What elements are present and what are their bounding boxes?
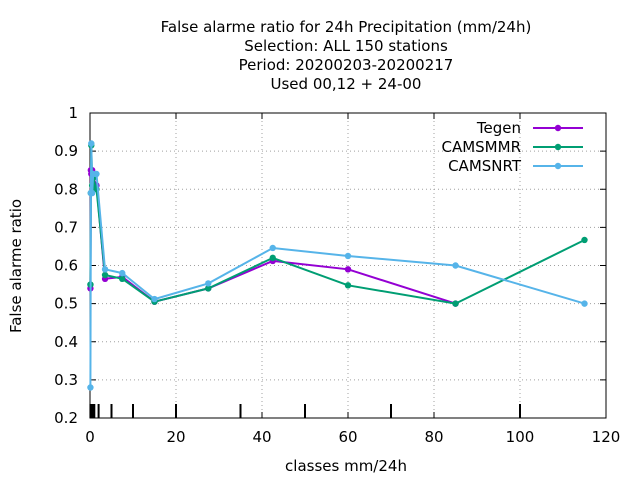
data-point xyxy=(101,266,109,273)
data-point xyxy=(119,275,126,283)
y-axis-label: False alarme ratio xyxy=(7,199,25,333)
x-tick-label: 20 xyxy=(166,428,185,446)
tick-labels: 0 20 40 60 80 100 120 0.2 0.3 0.4 0.5 0.6 0.7 0.8 0.9 1 xyxy=(54,104,620,446)
legend-marker xyxy=(554,143,562,151)
data-point xyxy=(581,300,588,307)
y-tick-label: 1 xyxy=(68,104,78,122)
data-point xyxy=(269,244,276,252)
series-line xyxy=(89,169,456,305)
title-line: Period: 20200203-20200217 xyxy=(239,56,454,74)
data-point xyxy=(88,140,95,147)
title-line: Selection: ALL 150 stations xyxy=(244,37,448,55)
legend-label: CAMSNRT xyxy=(448,157,522,175)
x-tick-label: 120 xyxy=(592,428,621,446)
data-point xyxy=(93,170,100,178)
data-point xyxy=(87,384,94,391)
x-axis-label: classes mm/24h xyxy=(285,457,407,475)
x-tick-label: 80 xyxy=(424,428,443,446)
legend-marker xyxy=(554,124,562,132)
y-tick-label: 0.4 xyxy=(54,333,78,351)
data-point xyxy=(581,236,588,244)
title-line: Used 00,12 + 24-00 xyxy=(271,75,422,93)
legend-label: Tegen xyxy=(476,119,521,137)
series xyxy=(87,140,588,391)
data-point xyxy=(269,254,276,262)
data-point xyxy=(344,282,352,289)
x-tick-label: 100 xyxy=(506,428,535,446)
x-tick-label: 0 xyxy=(85,428,95,446)
chart-title: False alarme ratio for 24h Precipitation… xyxy=(161,18,532,93)
series-camsnrt xyxy=(87,140,588,391)
data-point xyxy=(205,280,212,287)
data-point xyxy=(88,189,96,197)
legend-label: CAMSMMR xyxy=(441,138,521,156)
data-point xyxy=(344,266,352,273)
y-tick-label: 0.8 xyxy=(54,180,78,198)
y-tick-label: 0.6 xyxy=(54,257,78,275)
grid xyxy=(90,113,606,418)
data-point xyxy=(101,271,109,279)
data-point xyxy=(205,285,212,292)
series-line xyxy=(89,143,585,388)
data-point xyxy=(151,295,158,303)
data-point xyxy=(452,300,459,307)
x-tick-label: 60 xyxy=(338,428,357,446)
title-line: False alarme ratio for 24h Precipitation… xyxy=(161,18,532,36)
class-marks xyxy=(89,404,521,418)
data-point xyxy=(452,262,459,269)
data-point xyxy=(344,252,352,260)
y-tick-label: 0.5 xyxy=(54,295,78,313)
x-tick-label: 40 xyxy=(252,428,271,446)
y-tick-label: 0.9 xyxy=(54,142,78,160)
y-tick-label: 0.2 xyxy=(54,409,78,427)
legend-marker xyxy=(554,162,562,170)
series-tegen xyxy=(87,166,459,307)
data-point xyxy=(119,269,126,277)
y-tick-label: 0.7 xyxy=(54,218,78,236)
y-tick-label: 0.3 xyxy=(54,371,78,389)
